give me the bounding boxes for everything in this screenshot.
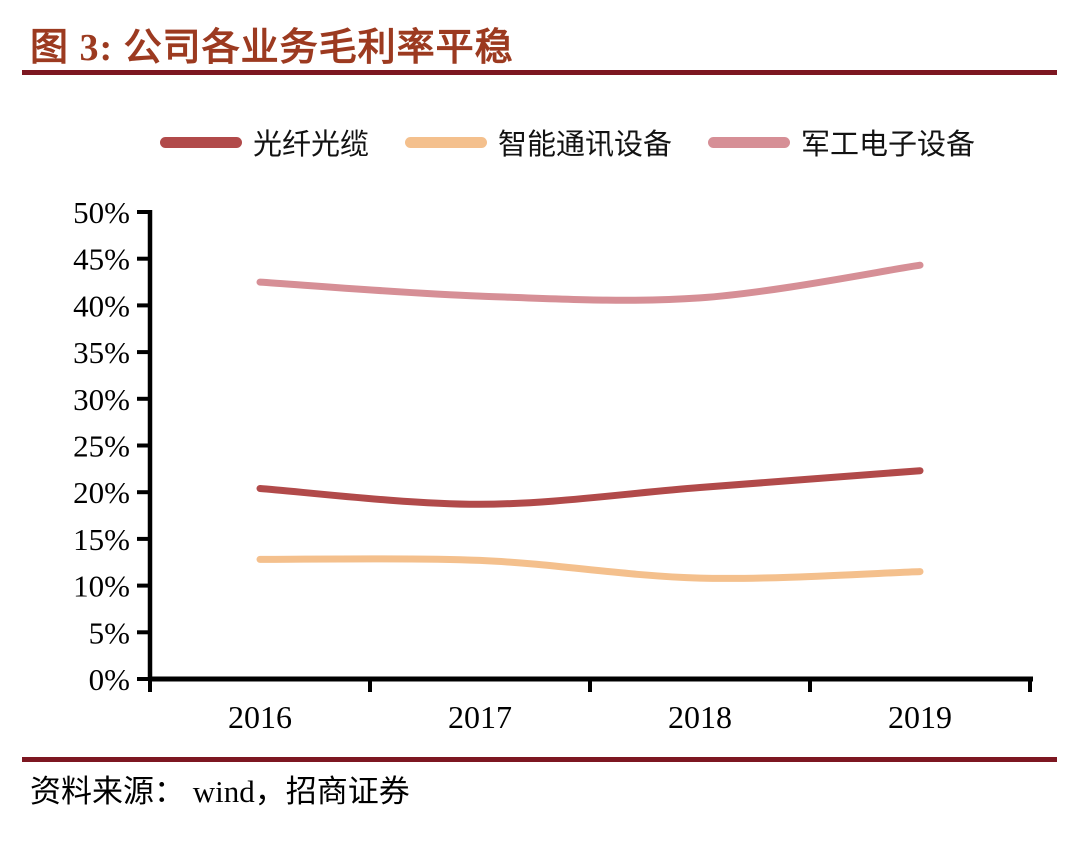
military-electronics-series-swatch-icon — [708, 136, 791, 148]
legend-label: 智能通讯设备 — [498, 129, 673, 161]
x-tick-label: 2018 — [668, 699, 732, 735]
y-tick-label: 25% — [73, 429, 130, 464]
legend-item-fiber: 光纤光缆 — [160, 121, 369, 163]
y-tick-label: 20% — [73, 475, 130, 510]
y-tick-label: 10% — [73, 569, 130, 604]
legend-label: 光纤光缆 — [253, 129, 370, 161]
footer-divider-rule — [22, 757, 1057, 762]
y-tick-label: 0% — [89, 662, 130, 697]
x-tick-label: 2017 — [448, 699, 512, 735]
legend-item-smart-comm: 智能通讯设备 — [405, 121, 672, 163]
source-attribution: 资料来源： wind，招商证券 — [30, 774, 410, 809]
series-line-光纤光缆 — [256, 467, 924, 508]
y-tick-label: 30% — [73, 382, 130, 417]
series-line-军工电子设备 — [256, 261, 924, 304]
chart-legend: 光纤光缆 智能通讯设备 军工电子设备 — [160, 121, 975, 163]
x-tick-label: 2016 — [228, 699, 292, 735]
legend-label: 军工电子设备 — [801, 129, 976, 161]
y-tick-label: 40% — [73, 288, 130, 323]
legend-item-military-electronics: 军工电子设备 — [708, 121, 975, 163]
series-line-智能通讯设备 — [256, 555, 924, 582]
y-tick-label: 15% — [73, 522, 130, 557]
y-tick-label: 5% — [89, 615, 130, 650]
title-divider-rule — [22, 70, 1057, 75]
y-tick-label: 45% — [73, 242, 130, 277]
y-tick-label: 35% — [73, 335, 130, 370]
fiber-series-swatch-icon — [160, 136, 242, 148]
x-tick-label: 2019 — [888, 699, 952, 735]
smart-comm-series-swatch-icon — [405, 136, 488, 148]
page-title: 图 3: 公司各业务毛利率平稳 — [30, 27, 514, 69]
y-tick-label: 50% — [73, 195, 130, 230]
